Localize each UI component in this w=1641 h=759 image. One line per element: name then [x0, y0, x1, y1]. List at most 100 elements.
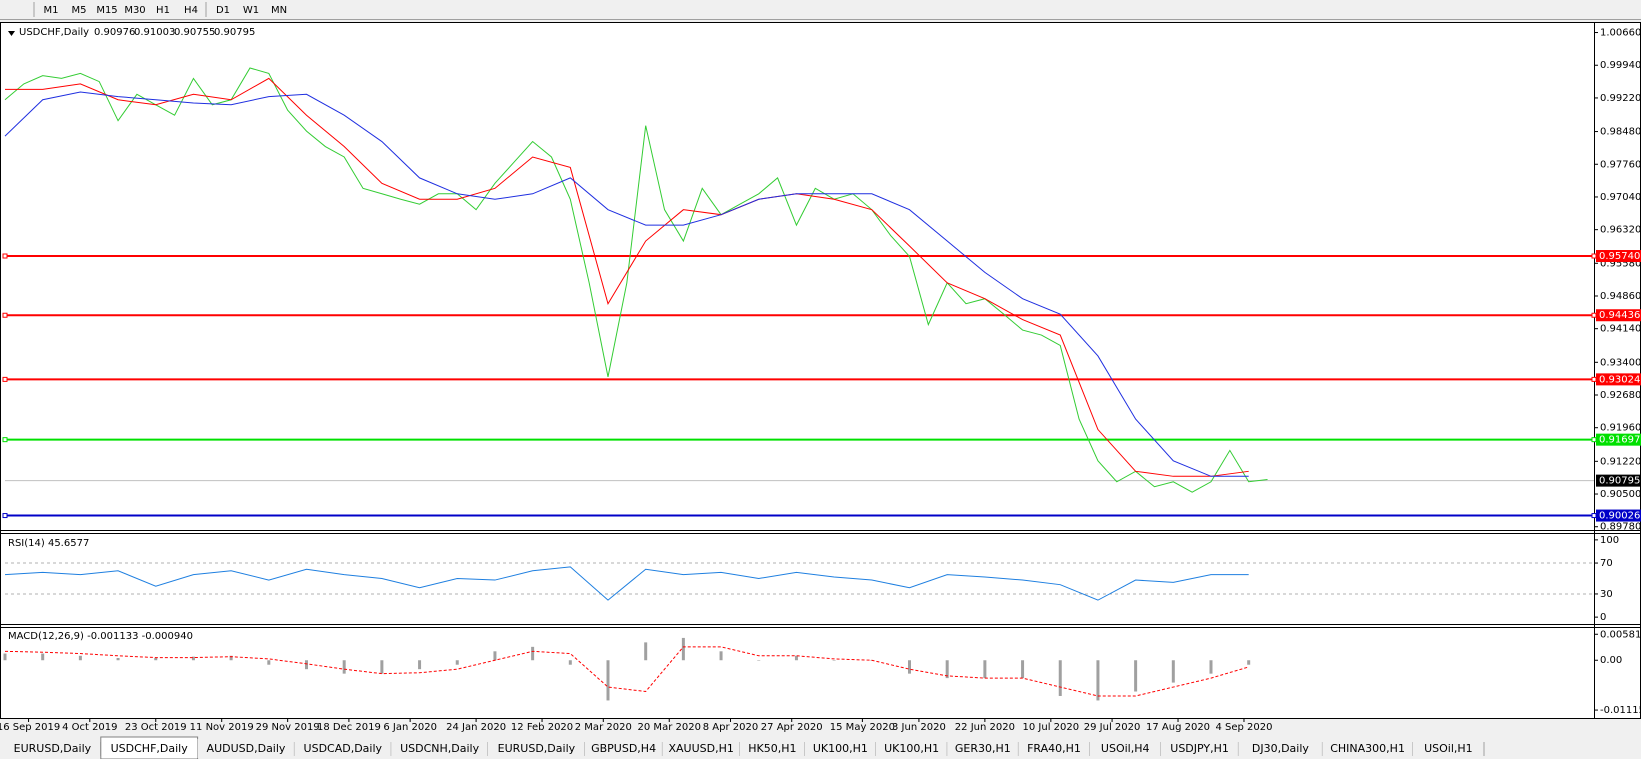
y-tick-label: 0.94140: [1600, 324, 1641, 335]
level-anchor: [1591, 376, 1597, 382]
tab-label[interactable]: USOil,H1: [1424, 742, 1473, 755]
timeframe-label[interactable]: M15: [96, 5, 117, 16]
tab[interactable]: [391, 739, 488, 758]
tab[interactable]: [740, 739, 805, 758]
level-price-box: [1596, 509, 1641, 522]
ohlc-value: 0.90795: [214, 27, 255, 38]
tab[interactable]: [876, 739, 948, 758]
histogram-bar: [568, 660, 572, 665]
level-anchor: [1591, 513, 1597, 519]
tab-label[interactable]: XAUUSD,H1: [669, 742, 734, 755]
tab[interactable]: [584, 739, 663, 758]
tab[interactable]: [1089, 739, 1161, 758]
timeframe-button[interactable]: [150, 1, 176, 18]
timeframe-label[interactable]: MN: [271, 5, 287, 16]
y-tick-label: 0.93400: [1600, 357, 1641, 368]
timeframe-label[interactable]: H4: [184, 5, 198, 16]
y-tick-label: 70: [1600, 558, 1613, 569]
tab-label[interactable]: CHINA300,H1: [1330, 742, 1405, 755]
series-line: [4, 646, 1249, 697]
histogram-bar: [1134, 660, 1138, 692]
timeframe-button[interactable]: [38, 1, 64, 18]
tab-label[interactable]: USDCHF,Daily: [111, 742, 189, 755]
y-tick-label: -0.011154: [1600, 705, 1641, 716]
histogram-bar: [191, 656, 195, 661]
x-tick-label: 4 Sep 2020: [1215, 722, 1272, 733]
timeframe-label[interactable]: W1: [243, 5, 259, 16]
y-tick-label: 0.99940: [1600, 60, 1641, 71]
tab[interactable]: [804, 739, 876, 758]
tab[interactable]: [1322, 739, 1413, 758]
level-anchor: [2, 312, 8, 318]
chart-menu-arrow[interactable]: [8, 31, 15, 36]
y-tick-label: 0.005818: [1600, 629, 1641, 640]
timeframe-button[interactable]: [66, 1, 92, 18]
level-price-label: 0.93024: [1599, 374, 1640, 385]
indicator-title: RSI(14) 45.6577: [8, 538, 89, 549]
tab-label[interactable]: EURUSD,Daily: [14, 742, 92, 755]
tab-label[interactable]: UK100,H1: [884, 742, 939, 755]
series-line: [4, 91, 1249, 477]
timeframe-button[interactable]: [94, 1, 120, 18]
tab-label[interactable]: UK100,H1: [813, 742, 868, 755]
histogram-bar: [493, 651, 497, 661]
tab[interactable]: [1160, 739, 1239, 758]
tab[interactable]: [947, 739, 1019, 758]
tab[interactable]: [1238, 739, 1323, 758]
histogram-bar: [229, 655, 233, 661]
y-tick-label: 0.90500: [1600, 489, 1641, 500]
timeframe-button[interactable]: [266, 1, 292, 18]
tab-label[interactable]: FRA40,H1: [1027, 742, 1081, 755]
timeframe-label[interactable]: M1: [44, 5, 59, 16]
histogram-bar: [342, 660, 346, 674]
tab[interactable]: [1412, 739, 1484, 758]
chart-title: USDCHF,Daily: [19, 27, 89, 38]
histogram-bar: [1096, 660, 1100, 701]
y-tick-label: 0.92680: [1600, 390, 1641, 401]
tab[interactable]: [488, 739, 585, 758]
tab-label[interactable]: USOil,H4: [1101, 742, 1150, 755]
histogram-bar: [719, 651, 723, 661]
tab-label[interactable]: USDJPY,H1: [1170, 742, 1229, 755]
level-price-label: 0.94436: [1599, 310, 1640, 321]
tab[interactable]: [662, 739, 740, 758]
tab-label[interactable]: DJ30,Daily: [1252, 742, 1310, 755]
tab[interactable]: [1018, 739, 1090, 758]
timeframe-label[interactable]: H1: [156, 5, 170, 16]
y-tick-label: 0.91960: [1600, 423, 1641, 434]
tab-label[interactable]: GER30,H1: [955, 742, 1011, 755]
timeframe-button[interactable]: [178, 1, 204, 18]
tab-label[interactable]: USDCAD,Daily: [304, 742, 383, 755]
tab-label[interactable]: GBPUSD,H4: [591, 742, 656, 755]
timeframe-button[interactable]: [238, 1, 264, 18]
tab-label[interactable]: AUDUSD,Daily: [207, 742, 286, 755]
histogram-bar: [1209, 660, 1213, 674]
level-price-box: [1596, 250, 1641, 263]
level-anchor: [2, 253, 8, 259]
tab-label[interactable]: EURUSD,Daily: [498, 742, 576, 755]
timeframe-button[interactable]: [210, 1, 236, 18]
tab[interactable]: [294, 739, 392, 758]
timeframe-button[interactable]: [122, 1, 148, 18]
x-tick-label: 20 Mar 2020: [638, 722, 701, 733]
x-tick-label: 24 Jan 2020: [446, 722, 506, 733]
tab-label[interactable]: HK50,H1: [748, 742, 796, 755]
x-tick-label: 6 Jan 2020: [383, 722, 437, 733]
tab[interactable]: [4, 739, 101, 758]
level-price-box: [1596, 433, 1641, 446]
histogram-bar: [3, 653, 7, 661]
timeframe-label[interactable]: D1: [216, 5, 230, 16]
histogram-bar: [305, 660, 309, 670]
tab[interactable]: [197, 739, 295, 758]
histogram-bar: [41, 653, 45, 661]
timeframe-label[interactable]: M30: [124, 5, 145, 16]
level-price-box: [1596, 309, 1641, 322]
histogram-bar: [78, 655, 82, 661]
series-line: [5, 77, 1249, 477]
x-tick-label: 29 Nov 2019: [256, 722, 320, 733]
timeframe-label[interactable]: M5: [72, 5, 87, 16]
tab-label[interactable]: USDCNH,Daily: [400, 742, 480, 755]
y-tick-label: 1.00660: [1600, 28, 1641, 39]
histogram-bar: [267, 660, 271, 665]
